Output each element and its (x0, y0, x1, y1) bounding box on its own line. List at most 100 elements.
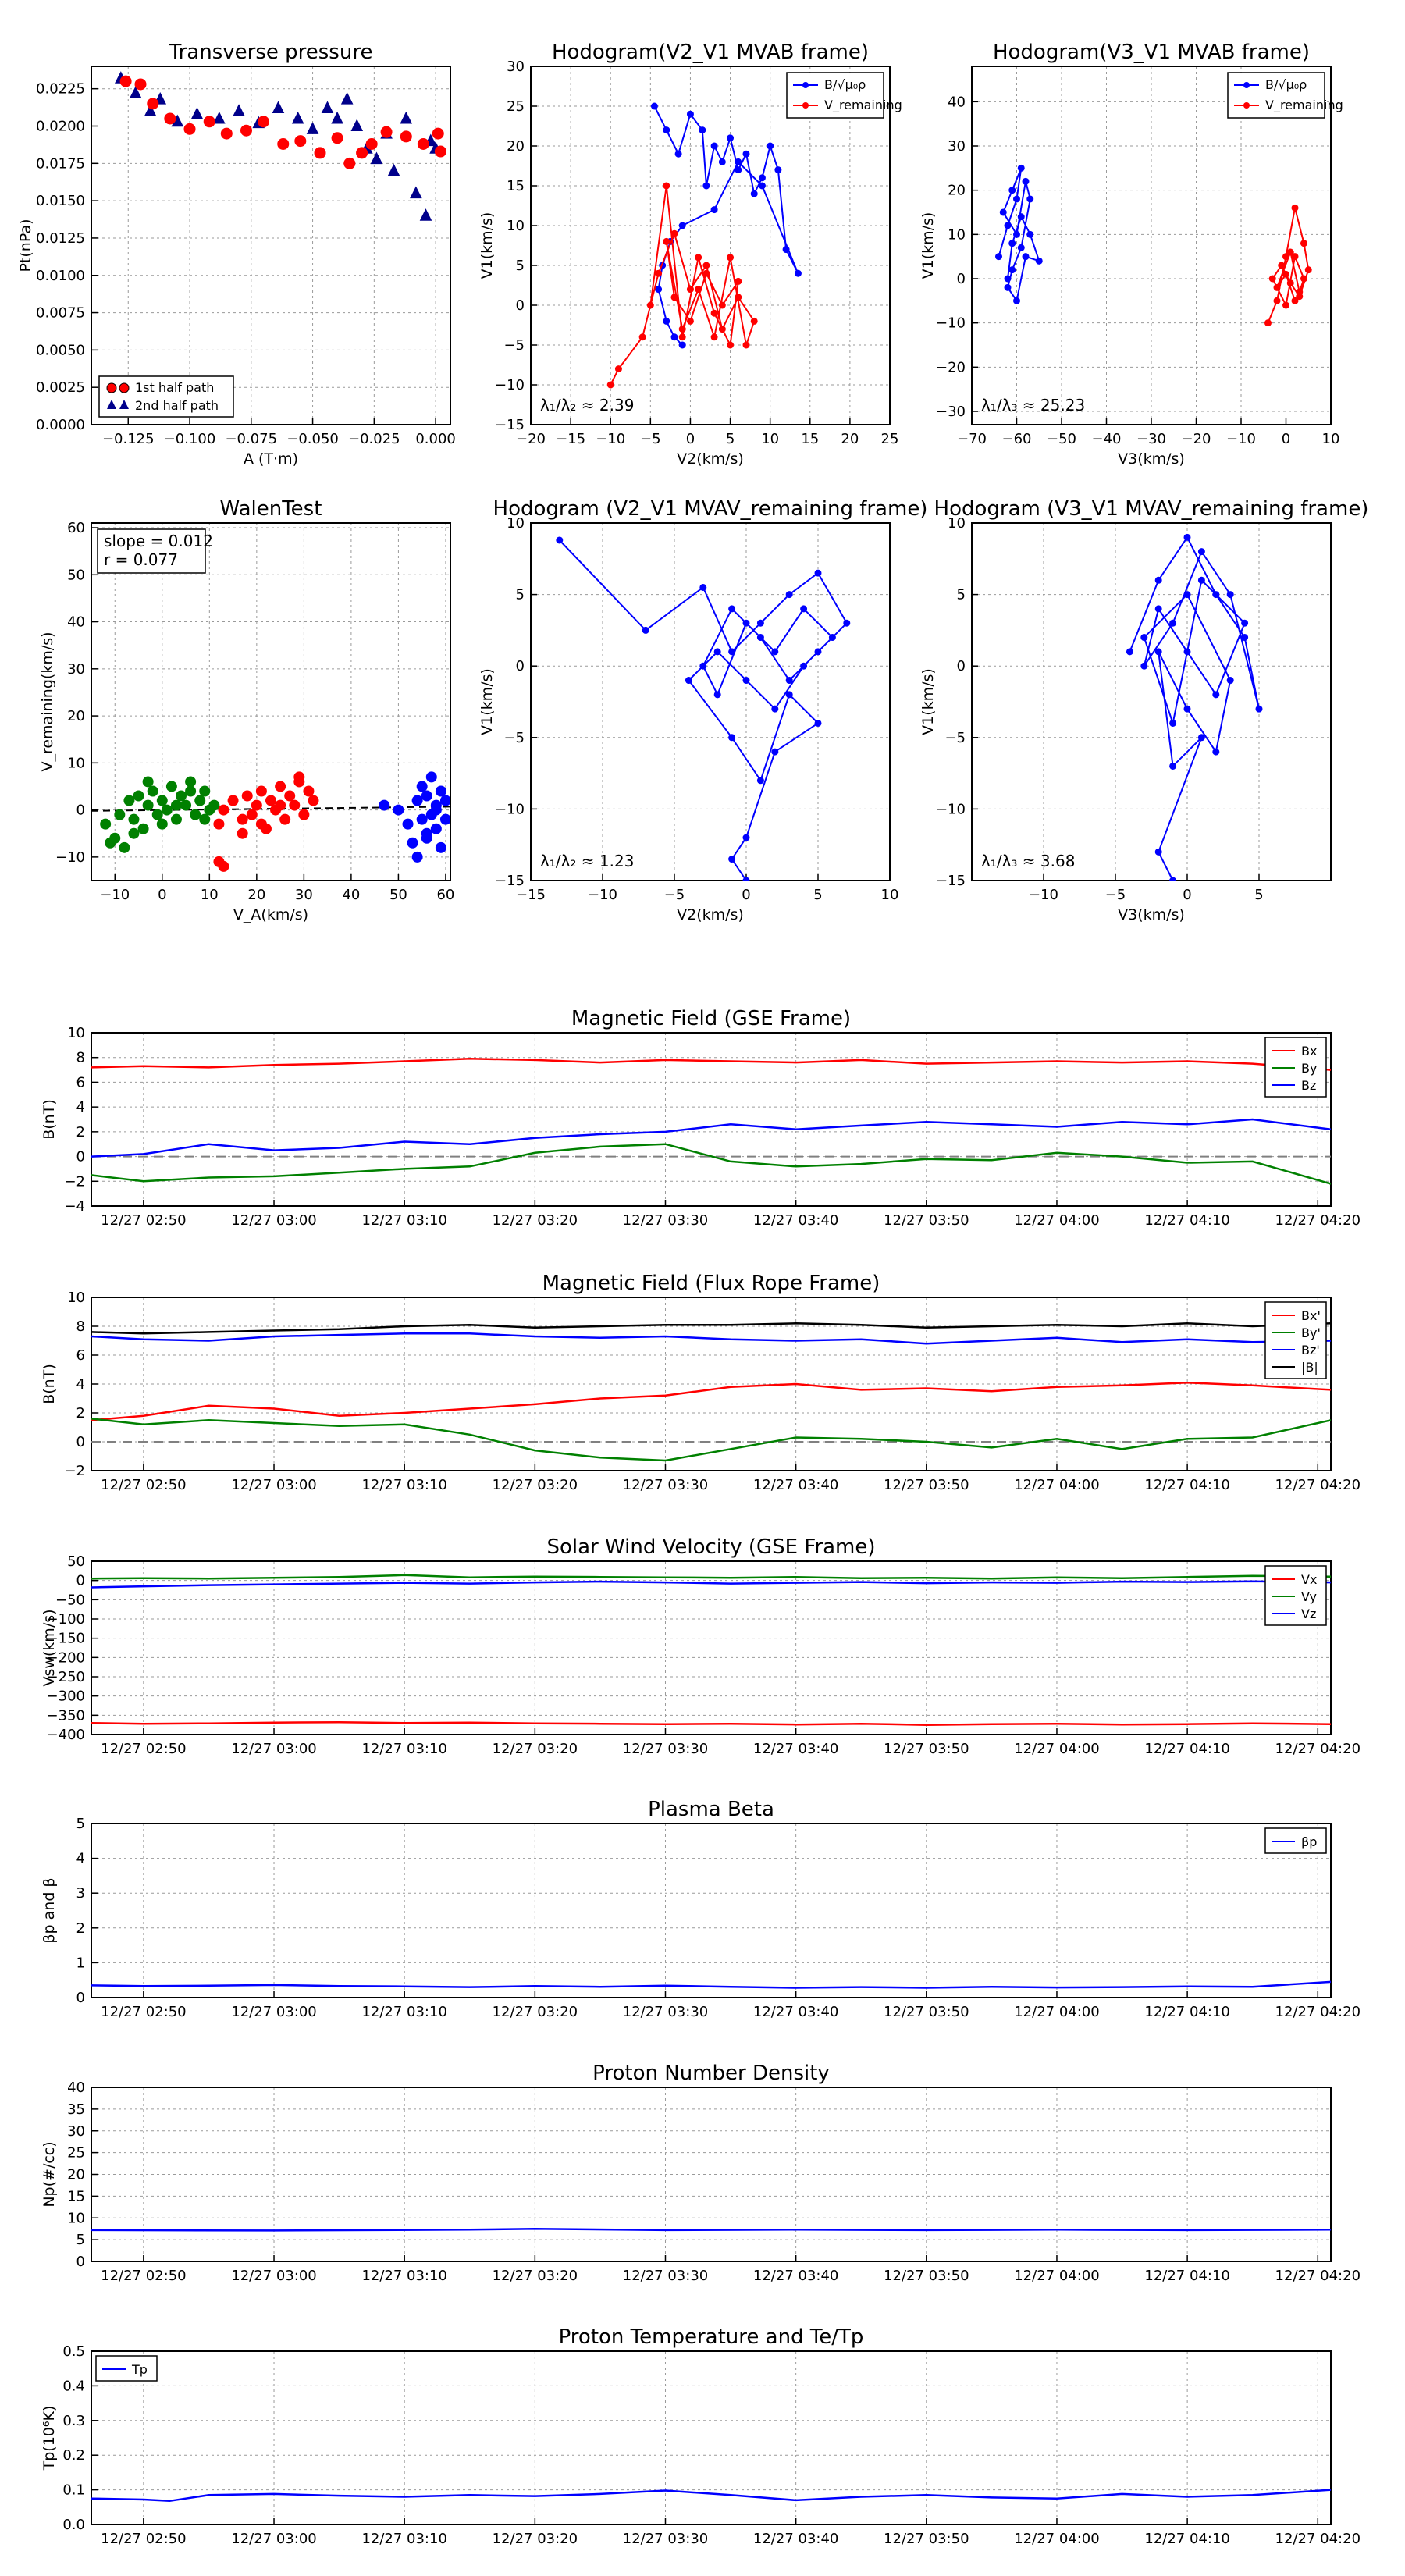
series-point (1197, 576, 1205, 584)
series-b-point (1026, 230, 1034, 238)
x-tick-label: 20 (841, 431, 859, 447)
series-v-point (638, 333, 646, 341)
walen-point-green (147, 785, 158, 797)
circle-marker (380, 126, 393, 138)
x-tick-label: 12/27 04:10 (1144, 1741, 1229, 1757)
y-axis-label: V_remaining(km/s) (39, 632, 56, 771)
series-b-point (1013, 195, 1020, 203)
x-tick-label: 12/27 03:00 (231, 2268, 316, 2284)
series-b-point (750, 190, 758, 197)
series-v-point (1273, 297, 1281, 304)
walen-point-green (199, 785, 211, 797)
series-point (800, 662, 808, 670)
series-b-point (758, 174, 766, 182)
correlation-label: r = 0.077 (104, 550, 178, 569)
x-tick-label: 12/27 02:50 (101, 1212, 186, 1229)
y-tick-label: 0 (76, 1149, 85, 1165)
y-tick-label: 5 (516, 258, 525, 274)
series-point (1183, 533, 1191, 541)
y-tick-label: 0.0200 (36, 119, 85, 135)
walen-point-red (237, 813, 248, 825)
y-tick-label: 35 (67, 2101, 85, 2118)
plot-area (91, 1980, 1331, 1989)
x-axis-label: V3(km/s) (1118, 906, 1185, 923)
series-b-point (650, 102, 658, 110)
circle-marker (356, 147, 368, 159)
x-tick-label: 12/27 04:20 (1275, 1477, 1361, 1493)
x-tick-label: −20 (516, 431, 546, 447)
walen-point-green (180, 799, 192, 811)
series-v-point (670, 229, 678, 237)
series-point (1183, 648, 1191, 656)
y-tick-label: 2 (76, 1124, 85, 1140)
y-axis-label: Tp(10⁶K) (41, 2406, 58, 2471)
series-point (1241, 634, 1249, 642)
series-point (1126, 648, 1133, 656)
walen-point-green (176, 790, 187, 802)
plot-area (91, 2227, 1331, 2232)
x-tick-label: 12/27 03:40 (753, 1477, 838, 1493)
y-tick-label: 0 (76, 1434, 85, 1450)
y-tick-label: 10 (67, 1025, 85, 1041)
series-point (785, 591, 793, 599)
y-tick-label: 0 (957, 658, 966, 674)
axes-frame (91, 1032, 1332, 1207)
series-v-point (670, 294, 678, 301)
legend-circle-icon (106, 382, 117, 393)
x-tick-label: 50 (389, 887, 407, 903)
y-axis-label: V1(km/s) (919, 668, 937, 735)
x-tick-label: 12/27 04:00 (1014, 1477, 1099, 1493)
x-tick-label: 12/27 03:20 (493, 1212, 578, 1229)
series-v-point (718, 301, 726, 309)
x-tick-label: 10 (761, 431, 779, 447)
x-tick-label: 5 (1254, 887, 1263, 903)
y-tick-label: −300 (47, 1688, 85, 1705)
axes-frame (971, 66, 1332, 425)
series-b-point (674, 150, 682, 158)
axes-frame (530, 66, 891, 425)
plot-area (995, 164, 1312, 327)
axes-frame (91, 66, 451, 425)
chart-title: WalenTest (220, 497, 322, 521)
walen-point-red (275, 781, 286, 792)
series-point (742, 619, 750, 627)
chart-title: Magnetic Field (GSE Frame) (571, 1007, 851, 1030)
y-tick-label: −10 (936, 801, 966, 817)
y-tick-label: −15 (936, 873, 966, 889)
series-point (642, 626, 649, 634)
walen-point-green (156, 818, 168, 830)
series-point (742, 677, 750, 685)
circle-marker (343, 157, 356, 169)
series-v-point (727, 254, 735, 262)
series-point (1169, 719, 1177, 727)
series-v-point (1282, 253, 1289, 261)
series-point (742, 877, 750, 881)
y-tick-label: −5 (503, 337, 525, 354)
x-tick-label: 12/27 04:00 (1014, 2531, 1099, 2547)
y-tick-label: −5 (944, 730, 966, 746)
series-point (742, 834, 750, 841)
walen-point-green (128, 813, 140, 825)
y-tick-label: 0.0050 (36, 342, 85, 358)
y-tick-label: 20 (67, 2167, 85, 2183)
y-tick-label: −400 (47, 1727, 85, 1743)
walen-point-blue (393, 804, 404, 816)
walen-point-blue (430, 823, 442, 834)
legend-label: B/√μ₀ρ (824, 77, 866, 92)
chart-temp: 12/27 02:50 12/27 03:00 12/27 03:10 12/27 0… (41, 2325, 1361, 2547)
walen-point-green (142, 776, 154, 788)
axes-frame (91, 2350, 1332, 2525)
x-tick-label: 12/27 03:20 (493, 1477, 578, 1493)
x-tick-label: 12/27 03:10 (361, 1477, 446, 1493)
series-v-point (614, 365, 622, 373)
y-tick-label: 20 (948, 183, 966, 199)
series-point (1140, 634, 1148, 642)
x-tick-label: −10 (596, 431, 625, 447)
x-tick-label: 15 (801, 431, 819, 447)
legend-label: βp (1301, 1834, 1317, 1849)
legend-label: Vx (1301, 1572, 1317, 1587)
y-tick-label: 25 (67, 2145, 85, 2161)
x-tick-label: 12/27 03:40 (753, 1212, 838, 1229)
axes-frame (91, 522, 451, 881)
plot-area (606, 102, 802, 389)
